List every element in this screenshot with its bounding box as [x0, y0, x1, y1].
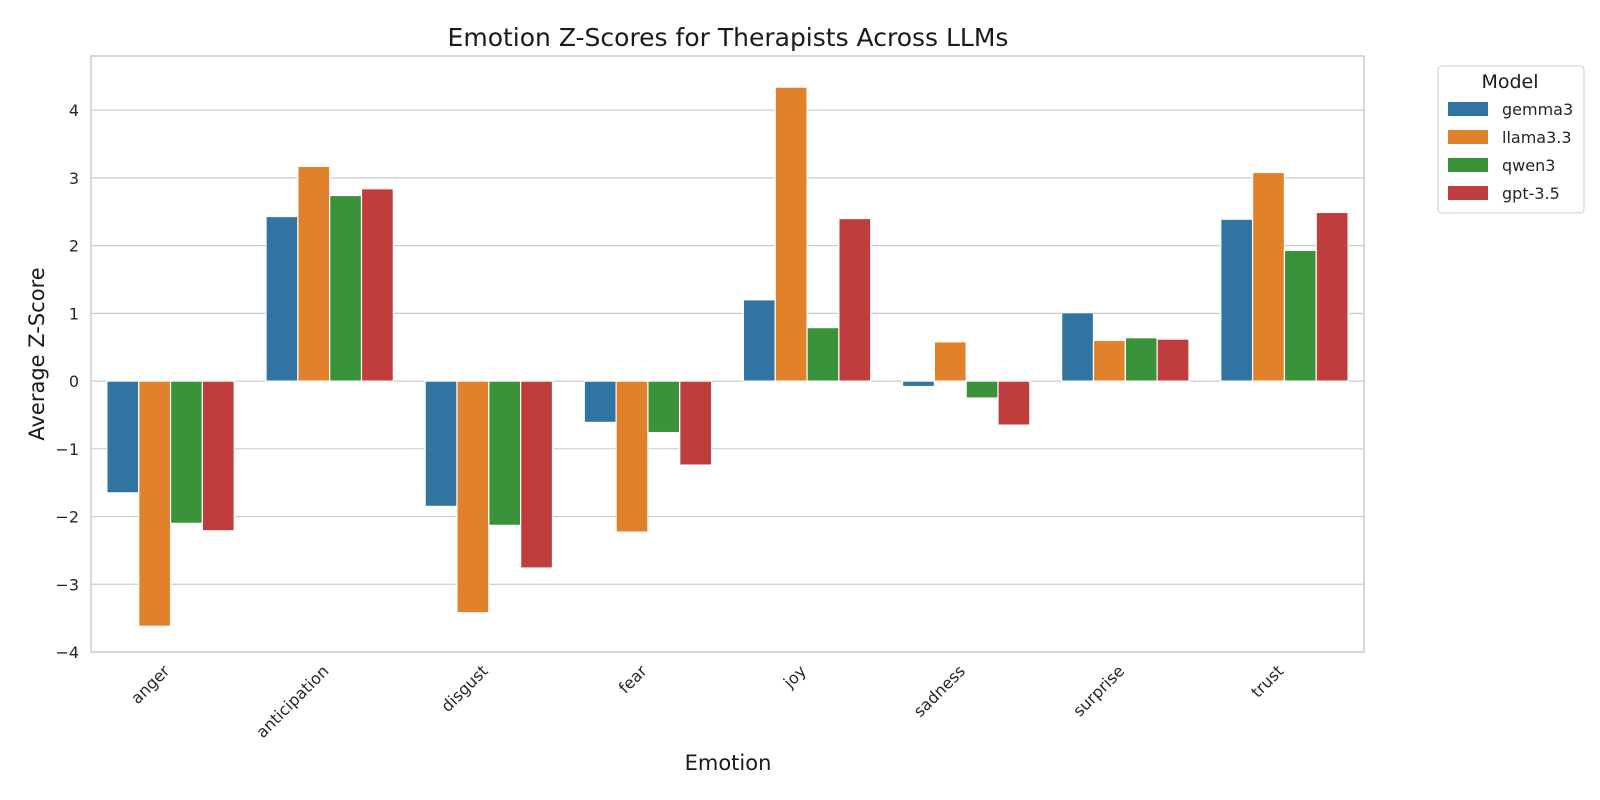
bar-llama3.3-anger — [138, 380, 172, 627]
bar-gemma3-anger — [106, 380, 140, 494]
y-tick-labels: −4 −3 −2 −1 0 1 2 3 4 — [55, 101, 79, 662]
x-tick-label: fear — [615, 661, 651, 697]
bar-gpt-3.5-disgust — [520, 380, 554, 569]
y-tick-label: −4 — [55, 643, 79, 662]
bar-gpt-3.5-sadness — [997, 380, 1031, 426]
y-tick-label: 0 — [69, 372, 79, 391]
y-axis-title: Average Z-Score — [25, 267, 49, 440]
bar-qwen3-fear — [647, 380, 681, 434]
x-tick-label: sadness — [910, 661, 969, 720]
x-tick-label: surprise — [1069, 661, 1128, 720]
bar-gemma3-fear — [583, 380, 617, 424]
bar-qwen3-anticipation — [329, 194, 363, 382]
bar-gemma3-trust — [1220, 218, 1254, 382]
y-tick-label: −3 — [55, 575, 79, 594]
legend-label: llama3.3 — [1502, 128, 1572, 147]
legend-label: gpt-3.5 — [1502, 184, 1560, 203]
legend-label: gemma3 — [1502, 100, 1573, 119]
legend-swatch-gpt-3.5 — [1448, 186, 1488, 200]
y-tick-label: 3 — [69, 169, 79, 188]
bar-gpt-3.5-trust — [1315, 211, 1349, 382]
legend-title: Model — [1481, 71, 1538, 93]
x-tick-label: anticipation — [252, 661, 332, 741]
y-tick-label: 4 — [69, 101, 79, 120]
bar-llama3.3-sadness — [933, 341, 967, 382]
bar-llama3.3-disgust — [456, 380, 490, 614]
bar-llama3.3-trust — [1252, 171, 1286, 382]
legend-swatch-llama3.3 — [1448, 130, 1488, 144]
bar-gemma3-sadness — [901, 380, 935, 388]
bar-qwen3-anger — [169, 380, 203, 524]
bar-gemma3-joy — [742, 299, 776, 382]
y-tick-label: 1 — [69, 304, 79, 323]
y-tick-label: −1 — [55, 440, 79, 459]
bar-llama3.3-anticipation — [297, 165, 331, 382]
y-tick-label: −2 — [55, 508, 79, 527]
x-tick-label: anger — [127, 661, 174, 708]
legend-items: gemma3 llama3.3 qwen3 gpt-3.5 — [1448, 100, 1573, 203]
bar-qwen3-sadness — [965, 380, 999, 399]
bar-qwen3-disgust — [488, 380, 522, 526]
x-tick-labels: anger anticipation disgust fear joy sadness su… — [127, 661, 1287, 742]
plot-frame — [90, 55, 1365, 653]
bar-gemma3-anticipation — [265, 215, 299, 382]
bar-llama3.3-surprise — [1092, 339, 1126, 382]
bar-gemma3-disgust — [424, 380, 458, 507]
bar-llama3.3-joy — [774, 86, 808, 382]
bar-qwen3-joy — [806, 326, 840, 382]
bar-llama3.3-fear — [615, 380, 649, 533]
bar-qwen3-trust — [1283, 249, 1317, 382]
bars — [106, 86, 1349, 627]
bar-gpt-3.5-surprise — [1156, 338, 1190, 382]
bar-gpt-3.5-joy — [838, 217, 872, 382]
bar-gpt-3.5-fear — [679, 380, 713, 466]
x-tick-label: disgust — [437, 661, 491, 715]
bar-gpt-3.5-anticipation — [360, 188, 394, 382]
bar-gpt-3.5-anger — [201, 380, 235, 532]
x-axis-title: Emotion — [685, 751, 772, 775]
bar-qwen3-surprise — [1124, 337, 1158, 382]
bar-gemma3-surprise — [1061, 312, 1095, 382]
legend-swatch-qwen3 — [1448, 158, 1488, 172]
legend-label: qwen3 — [1502, 156, 1555, 175]
x-tick-label: trust — [1247, 661, 1287, 701]
legend: Model gemma3 llama3.3 qwen3 gpt-3.5 — [1437, 65, 1585, 214]
legend-swatch-gemma3 — [1448, 102, 1488, 116]
y-tick-label: 2 — [69, 237, 79, 256]
chart-title: Emotion Z-Scores for Therapists Across L… — [448, 23, 1009, 52]
x-tick-label: joy — [779, 661, 810, 692]
